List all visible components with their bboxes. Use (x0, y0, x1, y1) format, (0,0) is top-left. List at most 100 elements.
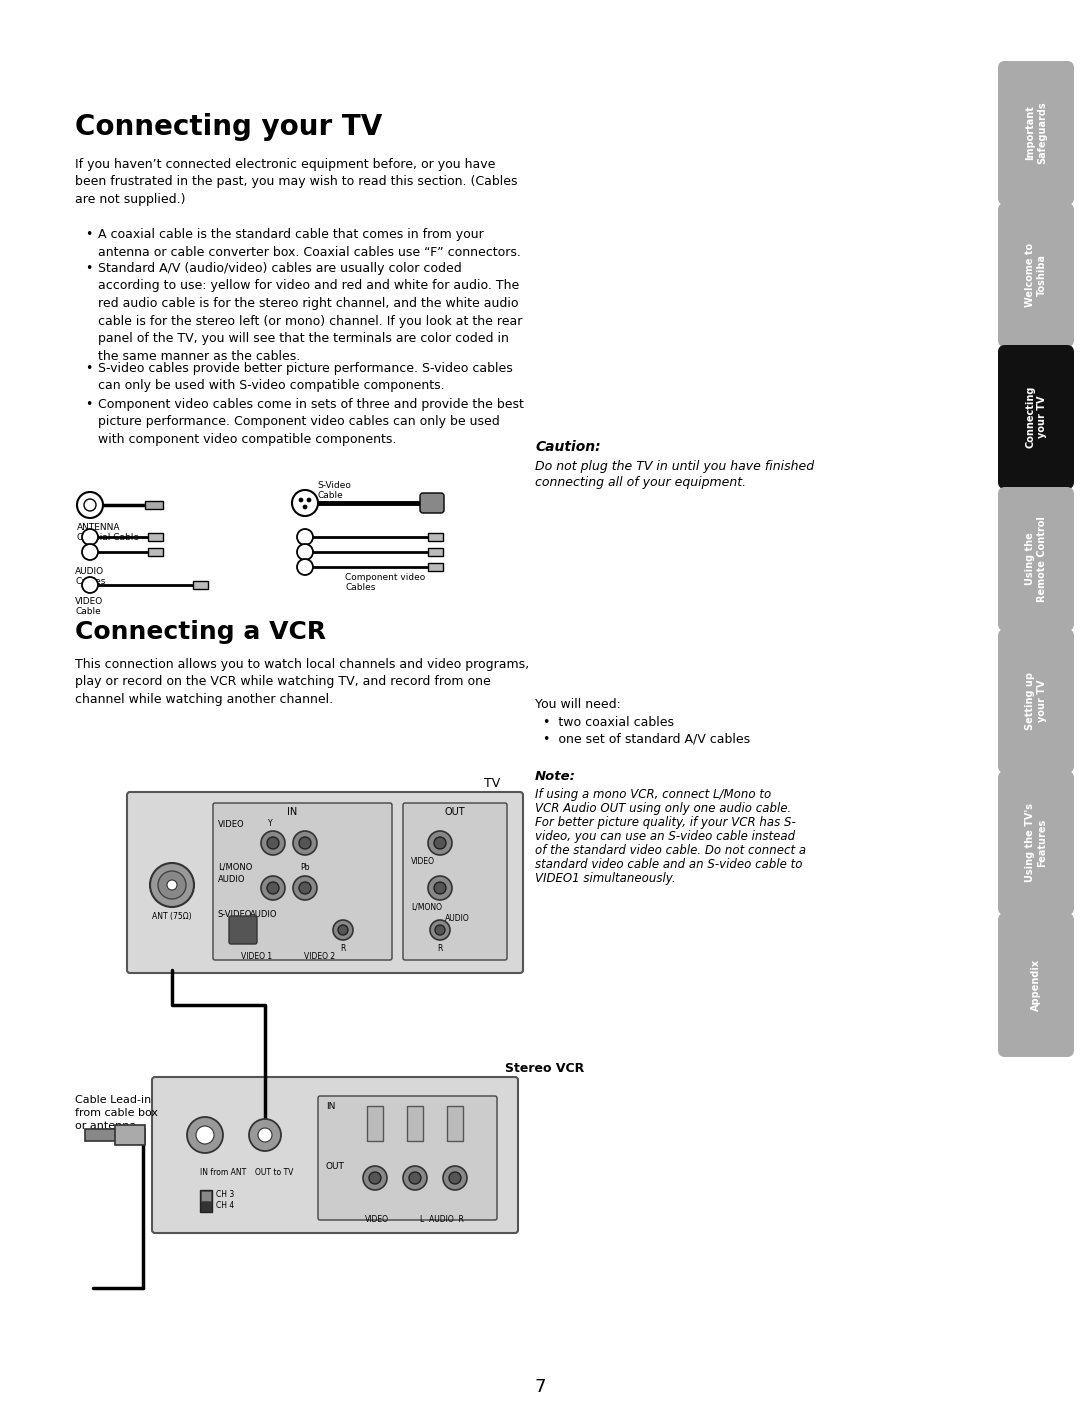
Text: •  two coaxial cables: • two coaxial cables (543, 716, 674, 729)
Circle shape (299, 837, 311, 848)
Text: Using the TV's
Features: Using the TV's Features (1025, 803, 1047, 883)
Bar (447, 1107, 463, 1141)
Bar (428, 548, 443, 556)
Circle shape (297, 529, 313, 545)
FancyBboxPatch shape (998, 771, 1074, 915)
Circle shape (428, 831, 453, 856)
FancyBboxPatch shape (229, 915, 257, 944)
Circle shape (292, 491, 318, 516)
Circle shape (303, 505, 307, 509)
Text: Pb: Pb (300, 863, 310, 873)
Text: 7: 7 (535, 1378, 545, 1396)
Text: VIDEO: VIDEO (218, 820, 245, 829)
Text: S-VIDEO: S-VIDEO (218, 910, 253, 918)
Circle shape (409, 1172, 421, 1184)
Text: VIDEO: VIDEO (365, 1215, 389, 1224)
Text: You will need:: You will need: (535, 697, 621, 712)
Circle shape (258, 1128, 272, 1142)
Circle shape (195, 1127, 214, 1144)
Text: •: • (85, 398, 93, 411)
FancyBboxPatch shape (152, 1077, 518, 1233)
Bar (148, 533, 163, 540)
Circle shape (333, 920, 353, 940)
Text: OUT: OUT (326, 1162, 345, 1171)
Circle shape (293, 876, 318, 900)
Text: Welcome to
Toshiba: Welcome to Toshiba (1025, 242, 1047, 307)
Text: If you haven’t connected electronic equipment before, or you have
been frustrate: If you haven’t connected electronic equi… (75, 158, 517, 205)
Text: Y: Y (268, 819, 272, 829)
Text: If using a mono VCR, connect L/Mono to: If using a mono VCR, connect L/Mono to (535, 789, 771, 801)
Circle shape (297, 543, 313, 560)
Text: ANTENNA
Coaxial Cable: ANTENNA Coaxial Cable (77, 523, 139, 542)
Text: Using the
Remote Control: Using the Remote Control (1025, 516, 1047, 602)
Circle shape (158, 871, 186, 898)
Text: VIDEO: VIDEO (411, 857, 435, 866)
Text: S-Video
Cable: S-Video Cable (318, 481, 351, 501)
Circle shape (261, 831, 285, 856)
Text: Component video
Cables: Component video Cables (345, 573, 426, 592)
Bar (85, 1129, 145, 1141)
Text: L/MONO: L/MONO (411, 903, 442, 911)
Text: Note:: Note: (535, 770, 576, 783)
Bar (367, 1107, 383, 1141)
Text: AUDIO: AUDIO (249, 910, 278, 918)
Text: OUT to TV: OUT to TV (255, 1168, 294, 1176)
Bar (201, 1191, 211, 1201)
Circle shape (167, 880, 177, 890)
Text: Standard A/V (audio/video) cables are usually color coded
according to use: yell: Standard A/V (audio/video) cables are us… (98, 262, 523, 362)
Text: •: • (85, 262, 93, 275)
Circle shape (77, 492, 103, 518)
Text: standard video cable and an S-video cable to: standard video cable and an S-video cabl… (535, 858, 802, 871)
Text: Caution:: Caution: (535, 441, 600, 453)
Circle shape (338, 925, 348, 935)
Text: Connecting
your TV: Connecting your TV (1025, 386, 1047, 448)
Text: VIDEO
Cable: VIDEO Cable (75, 597, 104, 616)
Circle shape (299, 883, 311, 894)
Circle shape (369, 1172, 381, 1184)
Circle shape (435, 925, 445, 935)
FancyBboxPatch shape (127, 791, 523, 973)
Bar (200, 1191, 212, 1212)
FancyBboxPatch shape (998, 202, 1074, 347)
Text: A coaxial cable is the standard cable that comes in from your
antenna or cable c: A coaxial cable is the standard cable th… (98, 228, 521, 258)
Bar (428, 533, 443, 540)
Text: VIDEO 2: VIDEO 2 (305, 953, 336, 961)
Text: AUDIO
Cables: AUDIO Cables (75, 568, 106, 586)
Text: video, you can use an S-video cable instead: video, you can use an S-video cable inst… (535, 830, 795, 843)
Text: TV: TV (484, 777, 500, 790)
FancyBboxPatch shape (998, 61, 1074, 205)
FancyBboxPatch shape (998, 913, 1074, 1057)
FancyBboxPatch shape (318, 1097, 497, 1221)
Text: •: • (85, 228, 93, 241)
Circle shape (449, 1172, 461, 1184)
Text: Cable Lead-in
from cable box
or antenna: Cable Lead-in from cable box or antenna (75, 1095, 158, 1131)
Bar (148, 548, 163, 556)
Circle shape (403, 1166, 427, 1191)
Bar (145, 501, 163, 509)
Circle shape (297, 559, 313, 575)
Text: Do not plug the TV in until you have finished: Do not plug the TV in until you have fin… (535, 461, 814, 473)
Text: R: R (340, 944, 346, 953)
Text: L/MONO: L/MONO (218, 863, 253, 873)
Circle shape (428, 876, 453, 900)
Text: Component video cables come in sets of three and provide the best
picture perfor: Component video cables come in sets of t… (98, 398, 524, 446)
Circle shape (84, 499, 96, 511)
Bar (114, 1125, 145, 1145)
Bar (193, 580, 208, 589)
Text: AUDIO: AUDIO (218, 876, 245, 884)
Text: Appendix: Appendix (1031, 958, 1041, 1011)
Text: Stereo VCR: Stereo VCR (505, 1062, 584, 1075)
FancyBboxPatch shape (213, 803, 392, 960)
Bar (428, 563, 443, 570)
Circle shape (430, 920, 450, 940)
Text: This connection allows you to watch local channels and video programs,
play or r: This connection allows you to watch loca… (75, 657, 529, 706)
Text: VIDEO 1: VIDEO 1 (242, 953, 272, 961)
Text: AUDIO: AUDIO (445, 914, 470, 923)
Text: •  one set of standard A/V cables: • one set of standard A/V cables (543, 732, 751, 744)
Circle shape (267, 837, 279, 848)
Text: IN from ANT: IN from ANT (200, 1168, 246, 1176)
Circle shape (267, 883, 279, 894)
FancyBboxPatch shape (998, 629, 1074, 773)
Text: •: • (85, 362, 93, 375)
Circle shape (434, 837, 446, 848)
